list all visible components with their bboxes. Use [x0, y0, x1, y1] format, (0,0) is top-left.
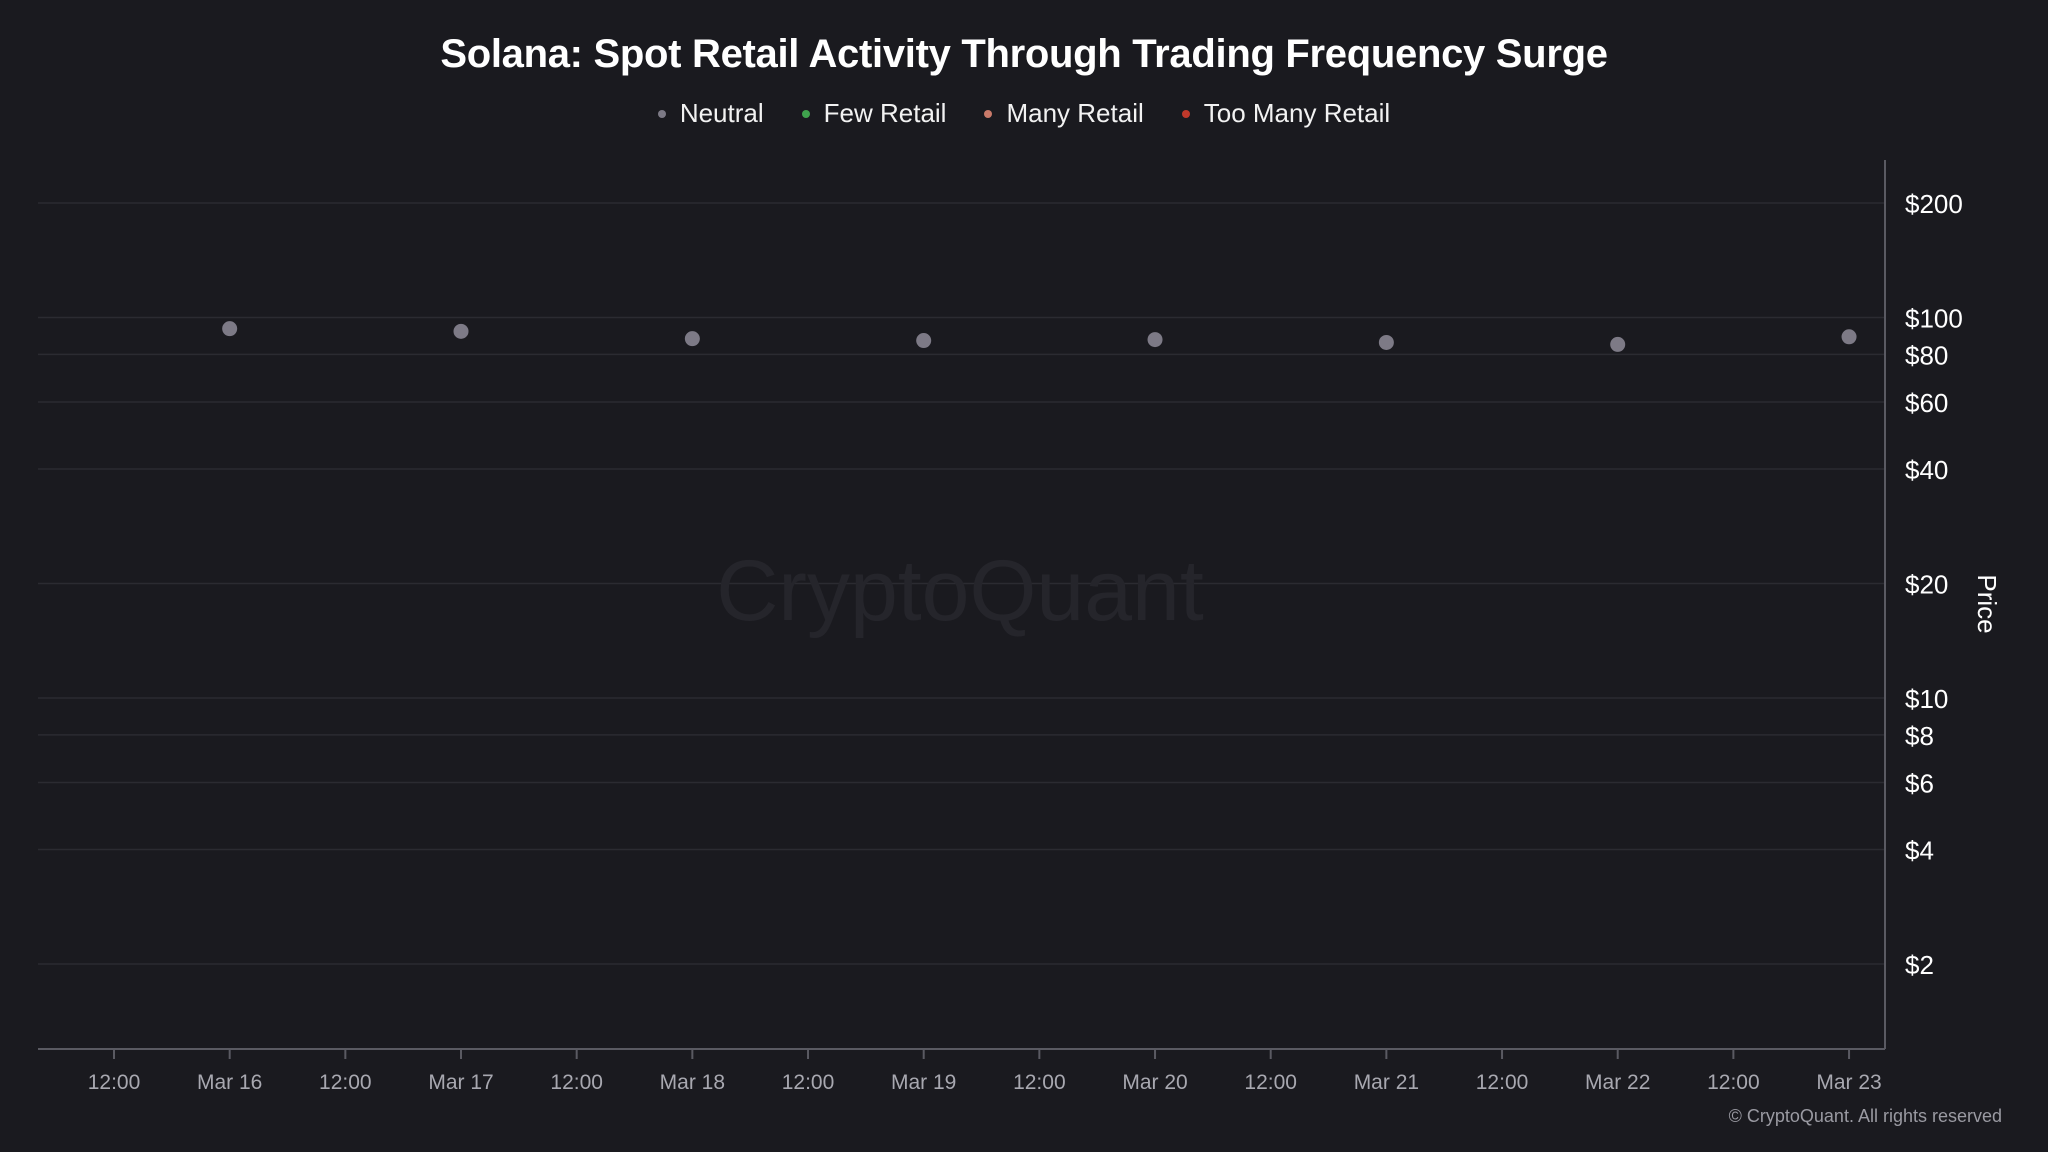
y-axis-label: Price [1972, 574, 2002, 633]
data-point [1841, 329, 1857, 345]
x-tick-label: Mar 20 [1122, 1071, 1187, 1094]
legend-label-many-retail: Many Retail [1006, 98, 1144, 128]
x-tick-label: 12:00 [1013, 1071, 1066, 1094]
watermark-text: CryptoQuant [716, 543, 1204, 639]
legend-item-neutral[interactable]: Neutral [657, 98, 764, 129]
y-axis-ticks: $200 $100 $80 $60 $40 $20 $10 $8 $6 $4 $2 [1905, 189, 1963, 980]
x-tick-label: 12:00 [1476, 1071, 1529, 1094]
legend-dot-many-retail-icon [984, 109, 993, 118]
data-points [222, 321, 1857, 352]
legend-item-many-retail[interactable]: Many Retail [984, 98, 1144, 129]
y-tick-label: $6 [1905, 768, 1934, 798]
x-tick-label: 12:00 [1707, 1071, 1760, 1094]
y-tick-label: $200 [1905, 189, 1963, 219]
x-tick-label: 12:00 [88, 1071, 141, 1094]
y-tick-label: $8 [1905, 721, 1934, 751]
data-point [222, 321, 238, 337]
x-tick-label: 12:00 [1244, 1071, 1297, 1094]
x-tick-label: Mar 21 [1354, 1071, 1419, 1094]
legend-dot-neutral-icon [657, 109, 666, 118]
y-tick-label: $4 [1905, 835, 1934, 865]
y-tick-label: $100 [1905, 304, 1963, 334]
y-tick-label: $60 [1905, 388, 1948, 418]
data-point [1147, 332, 1163, 348]
legend-dot-too-many-retail-icon [1181, 109, 1190, 118]
data-point [1378, 334, 1394, 350]
x-tick-label: 12:00 [782, 1071, 835, 1094]
y-tick-label: $10 [1905, 684, 1948, 714]
y-tick-label: $80 [1905, 340, 1948, 370]
y-tick-label: $2 [1905, 950, 1934, 980]
legend-label-neutral: Neutral [679, 98, 764, 128]
legend-dot-few-retail-icon [801, 109, 810, 118]
x-tick-label: Mar 16 [197, 1071, 262, 1094]
x-tick-label: Mar 17 [428, 1071, 493, 1094]
x-axis-ticks: 12:00 Mar 16 12:00 Mar 17 12:00 Mar 18 12:00 Ma… [88, 1049, 1882, 1094]
grid-lines [38, 202, 1885, 965]
x-tick-label: 12:00 [550, 1071, 603, 1094]
chart-legend: Neutral Few Retail Many Retail Too Many … [0, 98, 2048, 129]
legend-label-few-retail: Few Retail [823, 98, 947, 128]
data-point [684, 331, 700, 347]
x-tick-label: 12:00 [319, 1071, 372, 1094]
legend-item-few-retail[interactable]: Few Retail [801, 98, 947, 129]
x-tick-label: Mar 18 [660, 1071, 725, 1094]
legend-label-too-many-retail: Too Many Retail [1203, 98, 1391, 128]
legend-item-too-many-retail[interactable]: Too Many Retail [1181, 98, 1391, 129]
data-point [1610, 336, 1626, 352]
copyright-text: © CryptoQuant. All rights reserved [1728, 1106, 2002, 1126]
y-tick-label: $20 [1905, 570, 1948, 600]
y-tick-label: $40 [1905, 455, 1948, 485]
chart-title: Solana: Spot Retail Activity Through Tra… [440, 32, 1608, 76]
x-tick-label: Mar 23 [1816, 1071, 1881, 1094]
data-point [916, 333, 932, 349]
data-point [453, 323, 469, 339]
x-tick-label: Mar 22 [1585, 1071, 1650, 1094]
x-tick-label: Mar 19 [891, 1071, 956, 1094]
